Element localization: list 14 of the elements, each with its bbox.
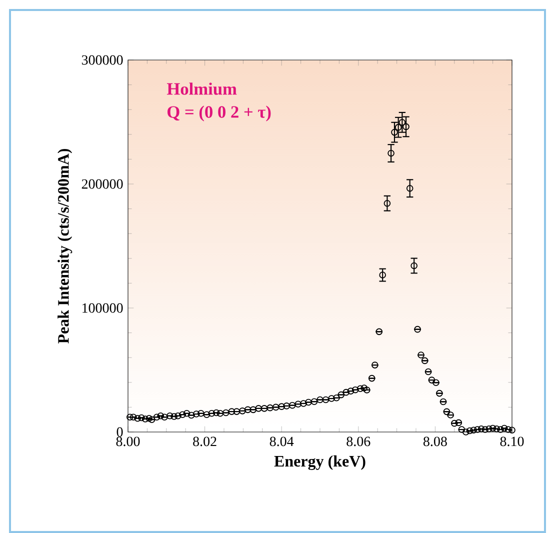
y-tick-label: 0 (116, 427, 123, 437)
x-tick-label: 8.02 (193, 436, 216, 446)
annotation: Holmium (166, 82, 237, 95)
x-tick-label: 8.04 (270, 436, 294, 446)
y-tick-label: 200000 (82, 179, 123, 189)
x-tick-label: 8.10 (500, 436, 524, 446)
annotation: Q = (0 0 2 + τ) (168, 106, 271, 122)
x-tick-label: 8.08 (423, 436, 447, 446)
y-axis-title: Peak Intensity (cts/s/200mA) (58, 148, 72, 344)
x-tick-label: 8.00 (116, 436, 140, 446)
y-tick-label: 300000 (82, 55, 123, 65)
x-axis-title: Energy (keV) (274, 455, 366, 470)
y-tick-label: 100000 (82, 303, 123, 313)
x-tick-label: 8.06 (346, 436, 370, 446)
